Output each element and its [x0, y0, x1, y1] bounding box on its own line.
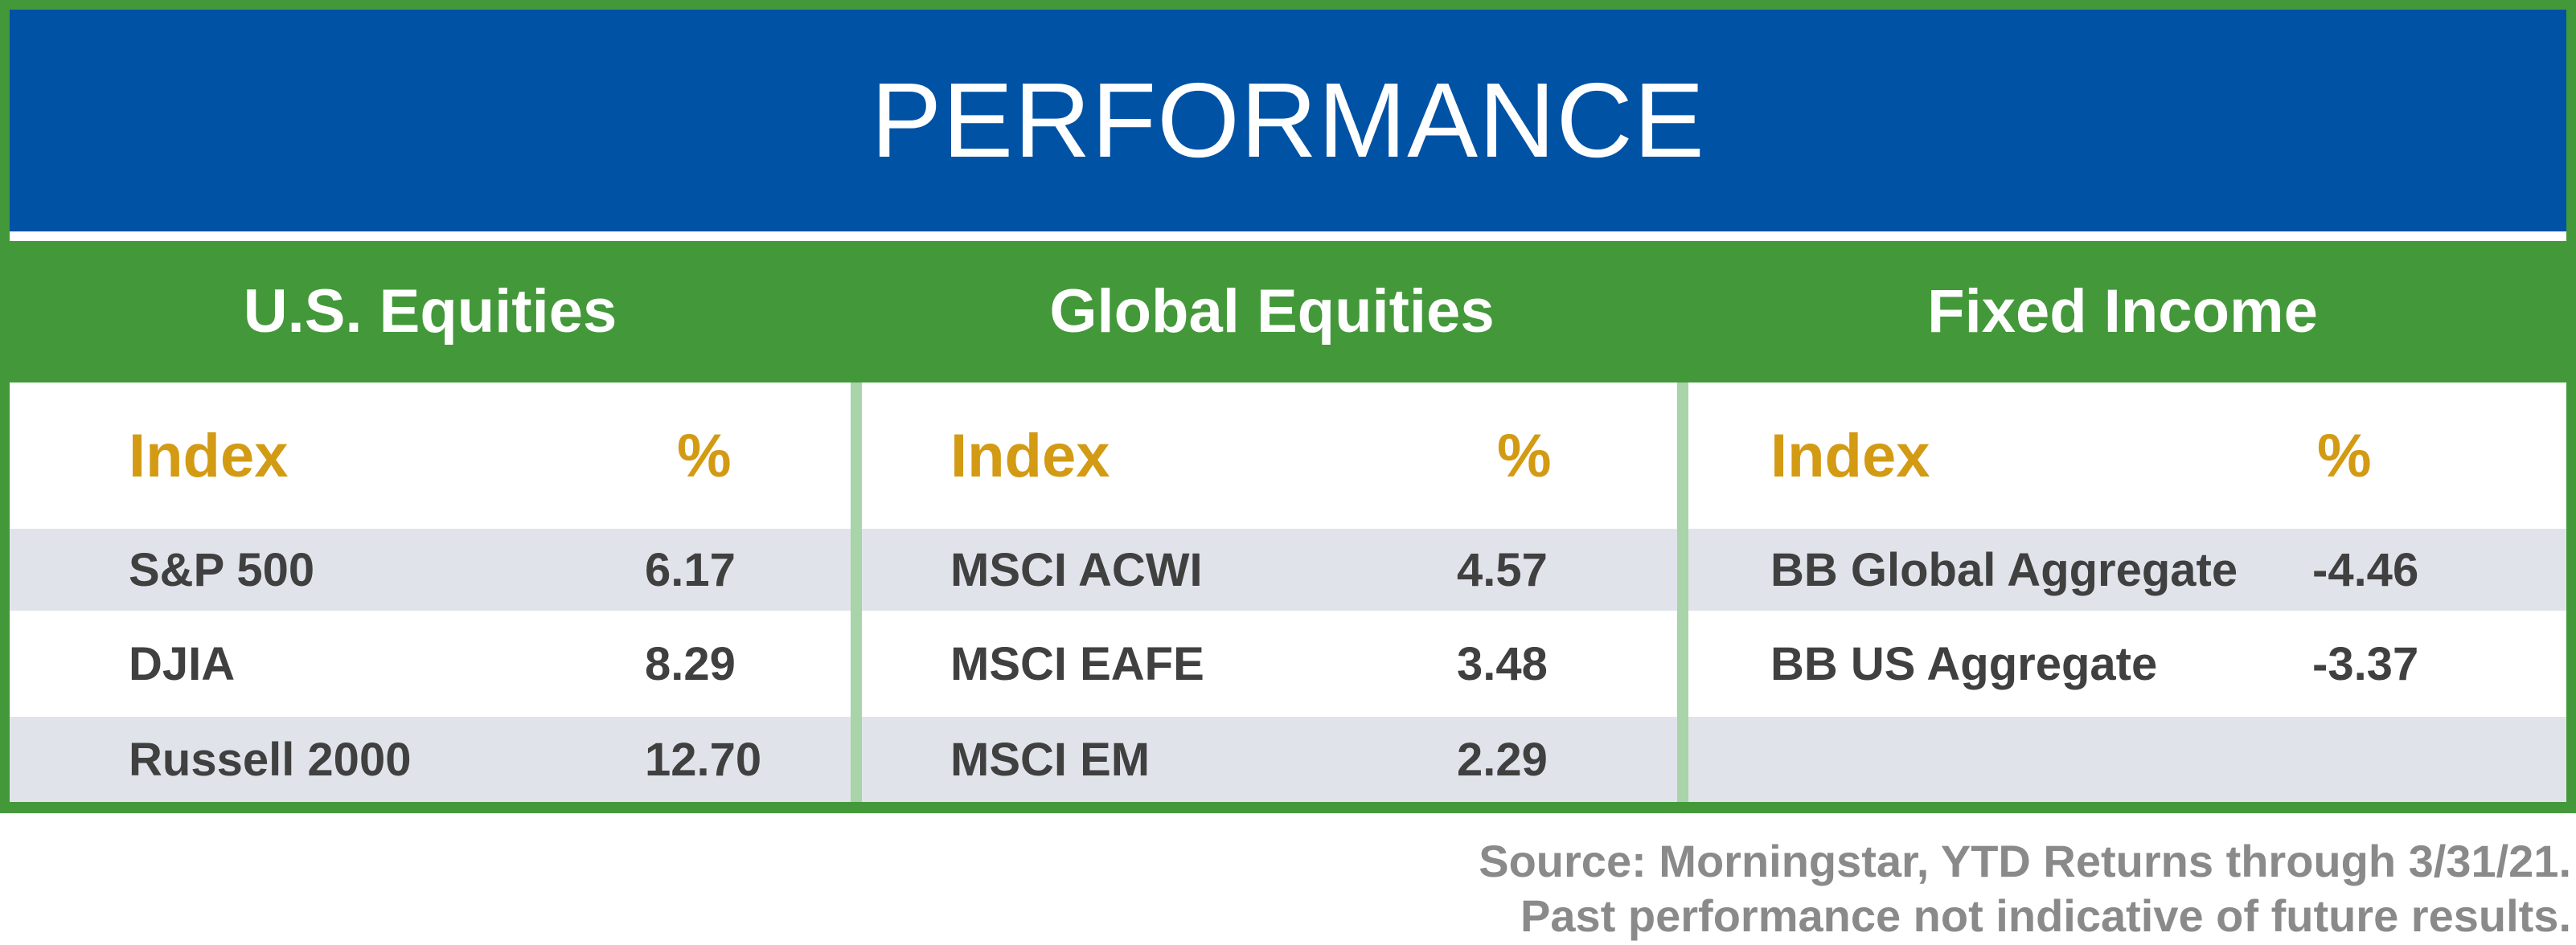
index-name: MSCI EAFE [950, 637, 1204, 690]
index-return: -4.46 [2312, 543, 2419, 596]
percent-column-header: % [2317, 421, 2372, 490]
index-return: 6.17 [645, 543, 736, 596]
index-name: DJIA [129, 637, 236, 690]
table-row: MSCI EM 2.29 [862, 717, 1682, 802]
table-row: DJIA 8.29 [10, 611, 851, 717]
index-name: S&P 500 [129, 543, 315, 596]
index-name: BB Global Aggregate [1770, 543, 2238, 596]
source-footnote: Source: Morningstar, YTD Returns through… [1479, 836, 2571, 886]
table-header-row: Index % [10, 382, 851, 529]
us-equities-heading: U.S. Equities [243, 277, 617, 346]
index-column-header: Index [129, 421, 289, 490]
index-name: Russell 2000 [129, 733, 412, 786]
table-row: S&P 500 6.17 [10, 529, 851, 611]
global-equities-heading: Global Equities [1049, 277, 1495, 346]
index-return: 2.29 [1457, 733, 1548, 786]
fixed-income-heading: Fixed Income [1927, 277, 2318, 346]
disclaimer-footnote: Past performance not indicative of futur… [1520, 890, 2571, 941]
index-return: 8.29 [645, 637, 736, 690]
index-name: MSCI ACWI [950, 543, 1203, 596]
fixed-income-panel: Index % BB Global Aggregate -4.46 BB US … [1688, 382, 2566, 802]
percent-column-header: % [677, 421, 732, 490]
table-row: MSCI EAFE 3.48 [862, 611, 1682, 717]
index-column-header: Index [1770, 421, 1930, 490]
global-equities-panel: Index % MSCI ACWI 4.57 MSCI EAFE 3.48 MS… [862, 382, 1682, 802]
page-title: PERFORMANCE [871, 61, 1705, 179]
index-return: -3.37 [2312, 637, 2419, 690]
column-separator [1677, 382, 1688, 802]
table-header-row: Index % [862, 382, 1682, 529]
index-return: 3.48 [1457, 637, 1548, 690]
index-name: BB US Aggregate [1770, 637, 2158, 690]
column-separator [851, 382, 862, 802]
us-equities-panel: Index % S&P 500 6.17 DJIA 8.29 Russell 2… [10, 382, 851, 802]
table-row: Russell 2000 12.70 [10, 717, 851, 802]
table-row [1688, 717, 2566, 802]
table-row: MSCI ACWI 4.57 [862, 529, 1682, 611]
table-row: BB Global Aggregate -4.46 [1688, 529, 2566, 611]
percent-column-header: % [1497, 421, 1552, 490]
table-header-row: Index % [1688, 382, 2566, 529]
index-column-header: Index [950, 421, 1110, 490]
title-banner: PERFORMANCE [10, 10, 2566, 231]
table-row: BB US Aggregate -3.37 [1688, 611, 2566, 717]
index-return: 12.70 [645, 733, 762, 786]
title-divider [10, 231, 2566, 241]
index-name: MSCI EM [950, 733, 1151, 786]
index-return: 4.57 [1457, 543, 1548, 596]
